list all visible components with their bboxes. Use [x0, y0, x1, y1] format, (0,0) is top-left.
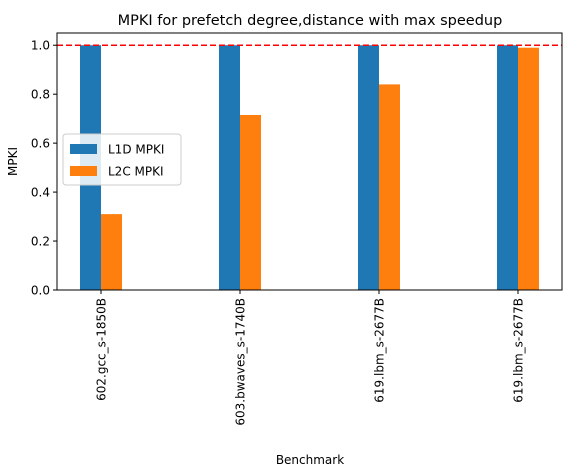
y-tick-label: 0.6 — [31, 137, 50, 151]
x-axis-label: Benchmark — [276, 453, 344, 467]
bar-l1d-3 — [497, 45, 518, 290]
y-tick-label: 0.4 — [31, 186, 50, 200]
bar-l2c-2 — [379, 84, 400, 291]
x-tick-label: 603.bwaves_s-1740B — [234, 298, 248, 426]
chart-title: MPKI for prefetch degree,distance with m… — [118, 13, 503, 29]
x-tick-label: 619.lbm_s-2677B — [373, 298, 387, 403]
y-axis: 0.0 0.2 0.4 0.6 0.8 1.0 — [31, 39, 57, 298]
bar-l1d-2 — [358, 45, 379, 290]
bar-l2c-0 — [101, 214, 122, 290]
legend-label-l1d: L1D MPKI — [108, 143, 164, 157]
legend-label-l2c: L2C MPKI — [108, 165, 164, 179]
legend: L1D MPKI L2C MPKI — [62, 133, 182, 186]
legend-swatch-l1d — [70, 144, 97, 154]
x-tick-label: 619.lbm_s-2677B — [512, 298, 526, 403]
x-axis: 602.gcc_s-1850B 603.bwaves_s-1740B 619.lbm… — [95, 290, 526, 426]
x-tick-label: 602.gcc_s-1850B — [95, 298, 109, 401]
bar-l1d-1 — [219, 45, 240, 290]
y-tick-label: 0.8 — [31, 88, 50, 102]
bar-l2c-3 — [518, 47, 539, 290]
bars-layer — [80, 45, 539, 291]
plot-area-frame — [56, 32, 563, 291]
bar-l2c-1 — [240, 114, 261, 290]
y-tick-label: 0.2 — [31, 235, 50, 249]
y-tick-label: 1.0 — [31, 39, 50, 53]
legend-swatch-l2c — [70, 166, 97, 176]
y-axis-label: MPKI — [6, 147, 20, 176]
y-tick-label: 0.0 — [31, 284, 50, 298]
